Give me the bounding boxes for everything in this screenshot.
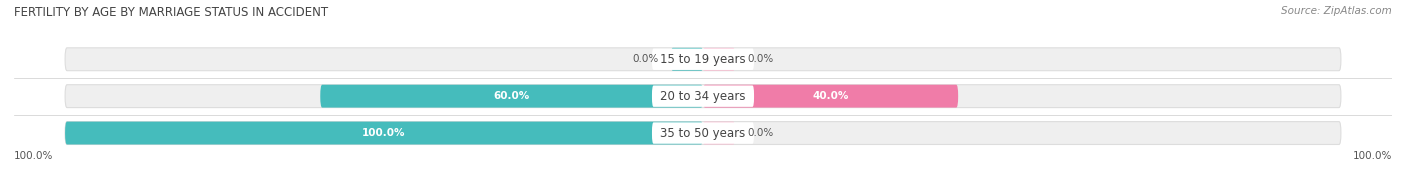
Text: 0.0%: 0.0% bbox=[748, 54, 773, 64]
FancyBboxPatch shape bbox=[652, 122, 754, 144]
FancyBboxPatch shape bbox=[671, 48, 703, 71]
FancyBboxPatch shape bbox=[65, 85, 1341, 108]
FancyBboxPatch shape bbox=[652, 49, 754, 70]
FancyBboxPatch shape bbox=[703, 85, 957, 108]
FancyBboxPatch shape bbox=[65, 48, 1341, 71]
FancyBboxPatch shape bbox=[652, 85, 754, 107]
Text: FERTILITY BY AGE BY MARRIAGE STATUS IN ACCIDENT: FERTILITY BY AGE BY MARRIAGE STATUS IN A… bbox=[14, 6, 328, 19]
Text: 100.0%: 100.0% bbox=[363, 128, 406, 138]
Text: 15 to 19 years: 15 to 19 years bbox=[661, 53, 745, 66]
Text: 20 to 34 years: 20 to 34 years bbox=[661, 90, 745, 103]
FancyBboxPatch shape bbox=[321, 85, 703, 108]
Text: 35 to 50 years: 35 to 50 years bbox=[661, 127, 745, 140]
FancyBboxPatch shape bbox=[703, 122, 735, 144]
Text: 0.0%: 0.0% bbox=[748, 128, 773, 138]
Text: 40.0%: 40.0% bbox=[813, 91, 849, 101]
Text: 60.0%: 60.0% bbox=[494, 91, 530, 101]
FancyBboxPatch shape bbox=[65, 122, 703, 144]
Text: 0.0%: 0.0% bbox=[633, 54, 658, 64]
FancyBboxPatch shape bbox=[65, 122, 1341, 144]
Text: Source: ZipAtlas.com: Source: ZipAtlas.com bbox=[1281, 6, 1392, 16]
Text: 100.0%: 100.0% bbox=[14, 151, 53, 161]
FancyBboxPatch shape bbox=[703, 48, 735, 71]
Text: 100.0%: 100.0% bbox=[1353, 151, 1392, 161]
